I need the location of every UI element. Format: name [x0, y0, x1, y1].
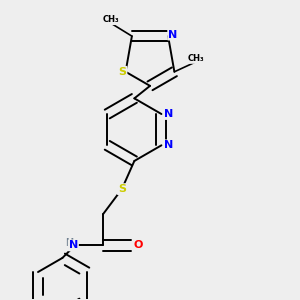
Text: CH₃: CH₃ [103, 15, 119, 24]
Text: H: H [65, 238, 73, 248]
Text: S: S [118, 67, 127, 77]
Text: O: O [134, 240, 143, 250]
Text: CH₃: CH₃ [188, 54, 205, 63]
Text: N: N [164, 109, 173, 119]
Text: S: S [118, 184, 126, 194]
Text: N: N [168, 30, 177, 40]
Text: N: N [164, 140, 173, 150]
Text: N: N [69, 240, 78, 250]
